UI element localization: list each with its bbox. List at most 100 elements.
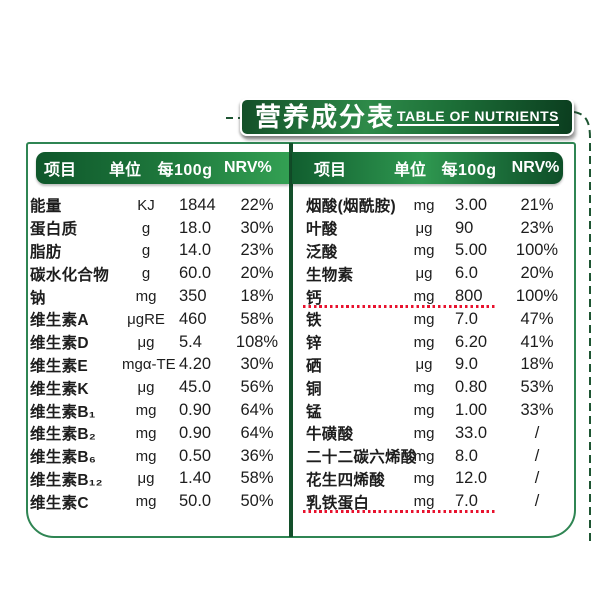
cell-nrv: / [534, 423, 540, 442]
cell-nrv: 23% [520, 218, 554, 237]
cell-unit: μg [415, 265, 433, 283]
cell-name: 维生素B₂ [30, 426, 97, 444]
cell-nrv: 50% [240, 492, 274, 511]
cell-nrv: 36% [240, 446, 274, 465]
cell-unit: mg [413, 379, 435, 397]
table-row: 钠 mg 350 18% [30, 285, 286, 308]
cell-nrv: 18% [520, 355, 554, 374]
cell-value: 0.50 [179, 446, 212, 465]
cell-unit: μg [415, 219, 433, 237]
cell-nrv: 33% [520, 401, 554, 420]
left-table-rows: 能量 KJ 1844 22% 蛋白质 g 18.0 30% 脂肪 g 14.0 23% 碳水化合物 g 60… [30, 194, 286, 513]
cell-unit: μg [137, 470, 155, 488]
cell-name: 泛酸 [306, 243, 338, 261]
banner-title-en: TABLE OF NUTRIENTS [397, 107, 559, 126]
cell-name: 烟酸(烟酰胺) [306, 198, 396, 216]
cell-nrv: 30% [240, 355, 274, 374]
cell-value: 4.20 [179, 355, 212, 374]
cell-unit: mg [413, 242, 435, 260]
cell-value: 9.0 [455, 355, 478, 374]
cell-name: 维生素B₁ [30, 403, 96, 421]
cell-value: 6.0 [455, 264, 478, 283]
table-row: 泛酸 mg 5.00 100% [306, 240, 566, 263]
table-row: 维生素K μg 45.0 56% [30, 376, 286, 399]
cell-name: 花生四烯酸 [306, 471, 386, 489]
header-item: 项目 [44, 162, 77, 179]
cell-value: 7.0 [455, 492, 478, 511]
table-row: 蛋白质 g 18.0 30% [30, 217, 286, 240]
cell-value: 3.00 [455, 195, 488, 214]
table-row: 维生素B₁ mg 0.90 64% [30, 399, 286, 422]
cell-unit: mg [413, 310, 435, 328]
cell-nrv: 30% [240, 218, 274, 237]
cell-unit: mgα-TE [122, 356, 176, 374]
cell-nrv: 20% [520, 264, 554, 283]
table-row: 维生素B₂ mg 0.90 64% [30, 422, 286, 445]
header-nrv: NRV% [224, 159, 272, 176]
cell-unit: g [141, 219, 151, 237]
cell-unit: mg [135, 402, 157, 420]
cell-name: 硒 [306, 357, 322, 375]
header-unit: 单位 [393, 162, 426, 179]
cell-value: 1844 [179, 195, 216, 214]
cell-unit: mg [135, 288, 157, 306]
right-dash-line [573, 111, 591, 545]
right-table-header: 项目 单位 每100g NRV% [292, 152, 563, 184]
cell-unit: mg [413, 196, 435, 214]
cell-unit: mg [135, 493, 157, 511]
table-row: 铜 mg 0.80 53% [306, 376, 566, 399]
table-row: 锌 mg 6.20 41% [306, 331, 566, 354]
table-row: 铁 mg 7.0 47% [306, 308, 566, 331]
cell-nrv: 23% [240, 241, 274, 260]
table-row: 二十二碳六烯酸 mg 8.0 / [306, 445, 566, 468]
table-panel [26, 142, 576, 538]
cell-nrv: 58% [240, 309, 274, 328]
cell-unit: μgRE [127, 310, 165, 328]
header-nrv: NRV% [511, 159, 560, 176]
cell-nrv: / [534, 446, 540, 465]
cell-value: 350 [179, 287, 207, 306]
cell-value: 0.90 [179, 423, 212, 442]
cell-nrv: / [534, 469, 540, 488]
table-row: 锰 mg 1.00 33% [306, 399, 566, 422]
table-row: 碳水化合物 g 60.0 20% [30, 262, 286, 285]
cell-name: 脂肪 [30, 243, 62, 261]
cell-unit: μg [415, 356, 433, 374]
table-row: 维生素A μgRE 460 58% [30, 308, 286, 331]
table-row: 钙 mg 800 100% [303, 285, 566, 308]
header-unit: 单位 [108, 162, 141, 179]
cell-value: 460 [179, 309, 207, 328]
cell-value: 8.0 [455, 446, 478, 465]
cell-unit: mg [413, 402, 435, 420]
cell-value: 50.0 [179, 492, 212, 511]
cell-name: 维生素C [30, 494, 89, 512]
title-banner: 营养成分表 TABLE OF NUTRIENTS [240, 98, 574, 136]
cell-nrv: / [534, 492, 540, 511]
cell-unit: KJ [137, 196, 155, 214]
cell-unit: mg [413, 333, 435, 351]
cell-name: 维生素B₁₂ [30, 471, 103, 489]
cell-unit: mg [413, 424, 435, 442]
cell-name: 维生素E [30, 357, 89, 375]
cell-unit: mg [135, 447, 157, 465]
cell-name: 铜 [306, 380, 322, 398]
cell-unit: g [141, 265, 151, 283]
cell-value: 5.00 [455, 241, 488, 260]
cell-value: 0.80 [455, 378, 488, 397]
table-divider [289, 143, 293, 537]
cell-unit: g [141, 242, 151, 260]
cell-value: 6.20 [455, 332, 488, 351]
cell-name: 锰 [306, 403, 322, 421]
cell-nrv: 21% [520, 195, 554, 214]
header-per100g: 每100g [441, 162, 497, 179]
cell-name: 叶酸 [306, 221, 338, 239]
cell-nrv: 58% [240, 469, 274, 488]
cell-unit: mg [413, 493, 435, 511]
cell-nrv: 22% [240, 195, 274, 214]
cell-nrv: 20% [240, 264, 274, 283]
cell-name: 维生素B₆ [30, 449, 97, 467]
table-row: 维生素D μg 5.4 108% [30, 331, 286, 354]
cell-value: 33.0 [455, 423, 488, 442]
cell-nrv: 100% [515, 287, 559, 306]
